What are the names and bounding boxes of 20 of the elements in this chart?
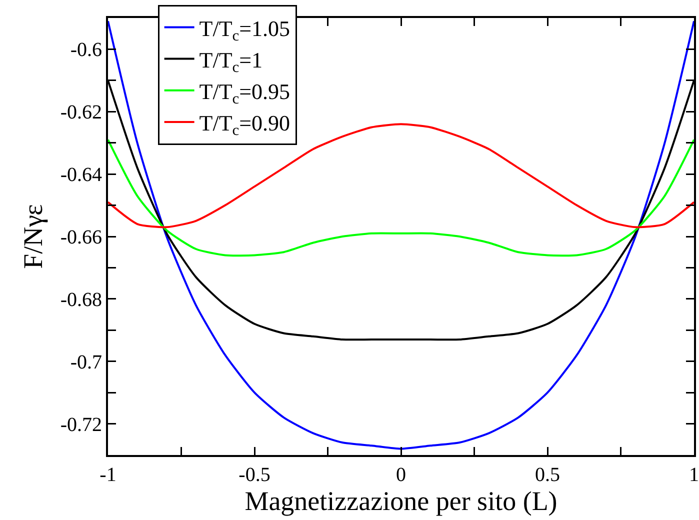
x-axis-title: Magnetizzazione per sito (L) [244, 486, 558, 516]
y-tick-label: -0.6 [70, 39, 102, 62]
x-tick-label: 1 [689, 464, 699, 486]
y-tick-label: -0.66 [60, 226, 102, 248]
x-tick-label: 0 [396, 464, 406, 486]
line-series [108, 20, 694, 450]
y-tick-label: -0.64 [60, 164, 102, 186]
legend-label: T/T$_{c}$=1 [199, 47, 263, 76]
y-tick-label: -0.72 [60, 414, 102, 436]
x-tick-label: -1 [100, 464, 116, 486]
line-series [108, 138, 694, 257]
y-tick-label: -0.7 [70, 351, 102, 374]
y-tick-label: -0.68 [60, 288, 102, 311]
x-tick-label: 0.5 [535, 464, 560, 486]
y-axis-title: F/Nγε [18, 204, 48, 269]
x-tick-label: -0.5 [238, 464, 270, 486]
legend-label: T/T$_{c}$=1.05 [199, 16, 290, 44]
legend-label: T/T$_{c}$=0.95 [199, 78, 290, 108]
legend-label: T/T$_{c}$=0.90 [199, 110, 290, 140]
y-tick-label: -0.62 [60, 102, 102, 124]
